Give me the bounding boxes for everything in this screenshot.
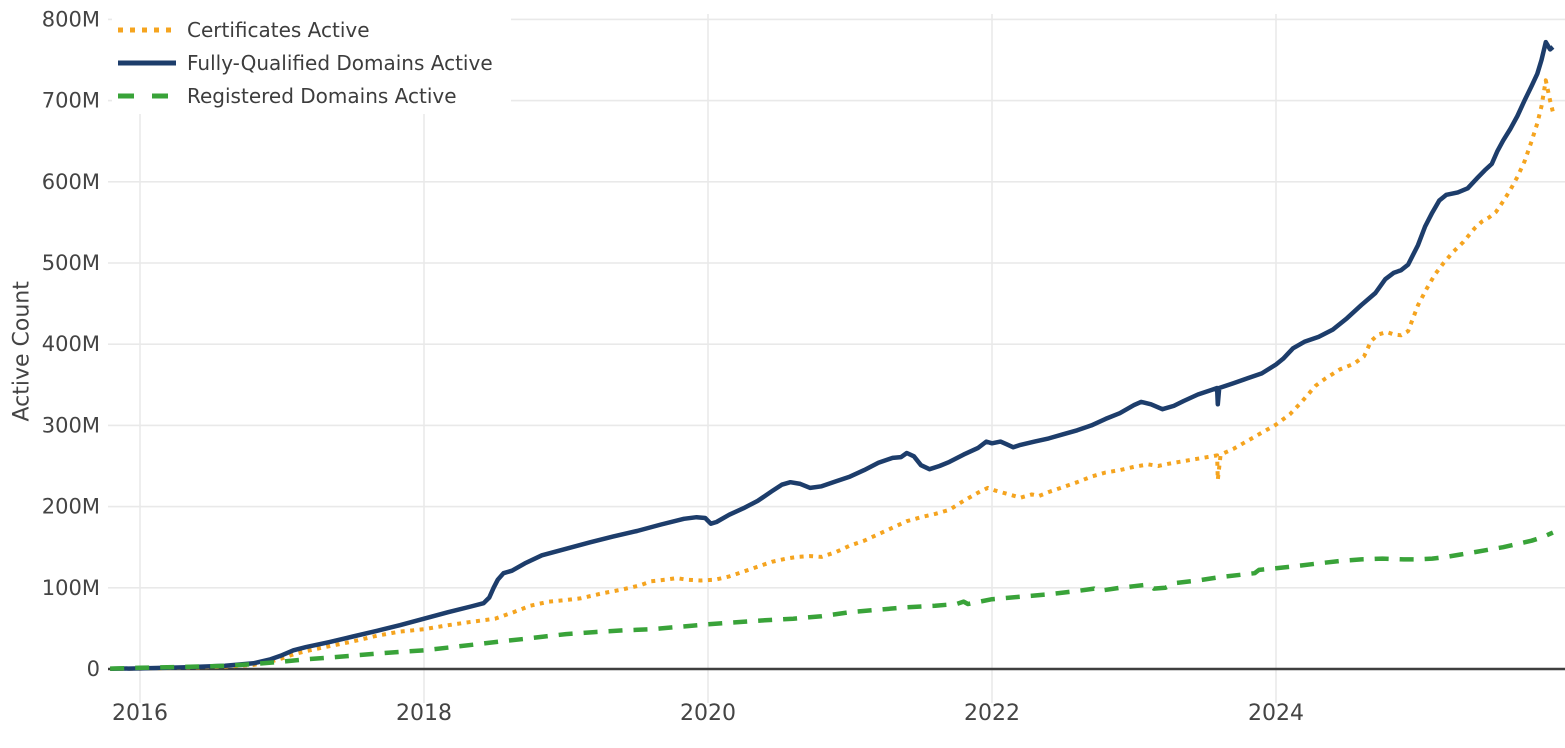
legend-item-registered-domains-active[interactable]: Registered Domains Active [118, 84, 493, 108]
x-tick-label: 2022 [964, 701, 1020, 726]
series-line-certificates-active [110, 78, 1555, 671]
x-tick-label: 2016 [112, 701, 168, 726]
y-tick-label: 0 [87, 657, 100, 681]
dashed-line-icon [118, 93, 176, 99]
y-tick-label: 600M [42, 170, 100, 194]
y-tick-label: 500M [42, 251, 100, 275]
solid-line-icon [118, 60, 176, 66]
legend-item-certificates-active[interactable]: Certificates Active [118, 18, 493, 42]
y-tick-label: 100M [42, 576, 100, 600]
legend-label: Registered Domains Active [187, 84, 457, 108]
x-tick-label: 2024 [1248, 701, 1304, 726]
series-line-registered-domains-active [110, 530, 1554, 671]
legend: Certificates Active Fully-Qualified Doma… [112, 12, 511, 114]
y-tick-label: 400M [42, 332, 100, 356]
y-axis-title: Active Count [9, 281, 35, 422]
legend-label: Certificates Active [187, 18, 370, 42]
y-tick-label: 700M [42, 89, 100, 113]
y-tick-label: 800M [42, 7, 100, 31]
y-tick-label: 300M [42, 413, 100, 437]
x-tick-label: 2020 [680, 701, 736, 726]
series-line-fully-qualified-domains-active [110, 39, 1555, 672]
x-tick-label: 2018 [396, 701, 452, 726]
dotted-line-icon [118, 27, 176, 33]
y-tick-label: 200M [42, 495, 100, 519]
legend-item-fully-qualified-domains-active[interactable]: Fully-Qualified Domains Active [118, 51, 493, 75]
legend-label: Fully-Qualified Domains Active [187, 51, 493, 75]
